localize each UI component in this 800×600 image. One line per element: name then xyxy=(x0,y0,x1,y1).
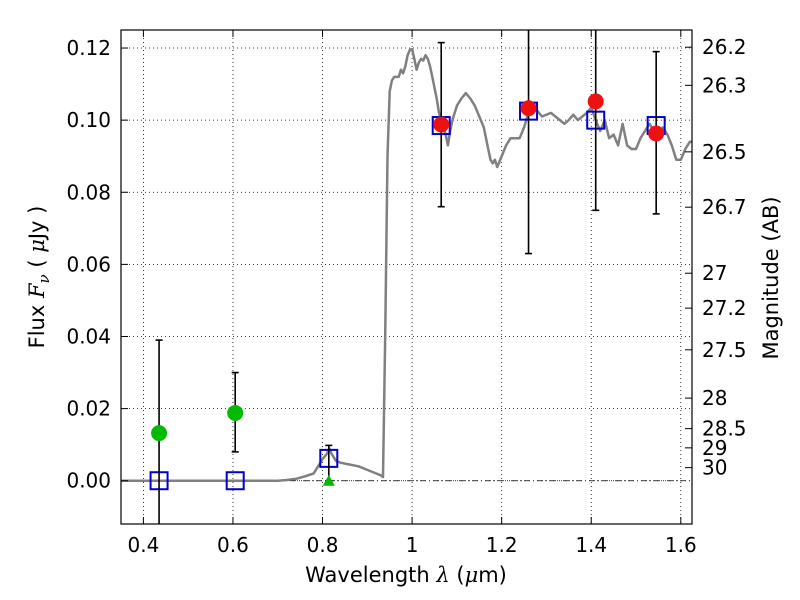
mag-tick-label: 29 xyxy=(702,436,727,460)
x-tick-label: 1 xyxy=(406,533,419,557)
x-tick-label: 1.2 xyxy=(486,533,518,557)
axes: 0.4 0.6 0.8 1 1.2 1.4 1.6 0.00 0.02 0.04 0.06 0.08 0… xyxy=(66,30,747,557)
y-tick-label: 0.06 xyxy=(66,252,111,276)
y-tick-label: 0.10 xyxy=(66,108,111,132)
y-tick-label: 0.04 xyxy=(66,324,111,348)
mag-tick-label: 26.2 xyxy=(702,35,747,59)
plot-frame xyxy=(120,29,693,525)
y-tick-label: 0.12 xyxy=(66,36,111,60)
y-axis-label: Flux Fν ( μJy ) xyxy=(25,206,53,349)
observed-point xyxy=(648,125,665,142)
y2-axis-label: Magnitude (AB) xyxy=(759,196,783,359)
y-tick-label: 0.02 xyxy=(66,397,111,421)
x-axis-label: Wavelength λ (μm) xyxy=(305,563,507,587)
model-spectrum-line xyxy=(121,47,692,482)
mag-tick-label: 28.5 xyxy=(702,417,747,441)
plot-area xyxy=(121,30,692,524)
mag-tick-label: 27 xyxy=(702,261,727,285)
mag-tick-label: 28 xyxy=(702,386,727,410)
mag-tick-label: 26.7 xyxy=(702,195,747,219)
mag-tick-label: 27.5 xyxy=(702,338,747,362)
observed-point xyxy=(227,404,244,421)
mag-tick-label: 30 xyxy=(702,456,727,480)
observed-point xyxy=(433,116,450,133)
x-tick-label: 0.4 xyxy=(127,533,159,557)
observed-point xyxy=(520,100,537,117)
x-tick-label: 0.8 xyxy=(307,533,339,557)
data-layer xyxy=(121,30,692,524)
y-tick-label: 0.00 xyxy=(66,469,111,493)
observed-point xyxy=(587,93,604,110)
observed-point xyxy=(151,425,168,442)
upper-limit-triangle xyxy=(322,474,335,486)
mag-tick-label: 26.5 xyxy=(702,140,747,164)
y-tick-label: 0.08 xyxy=(66,180,111,204)
model-point-square xyxy=(225,471,245,491)
x-tick-label: 1.4 xyxy=(575,533,607,557)
x-tick-label: 0.6 xyxy=(217,533,249,557)
mag-tick-label: 26.3 xyxy=(702,73,747,97)
mag-tick-label: 27.2 xyxy=(702,296,747,320)
x-tick-label: 1.6 xyxy=(665,533,697,557)
